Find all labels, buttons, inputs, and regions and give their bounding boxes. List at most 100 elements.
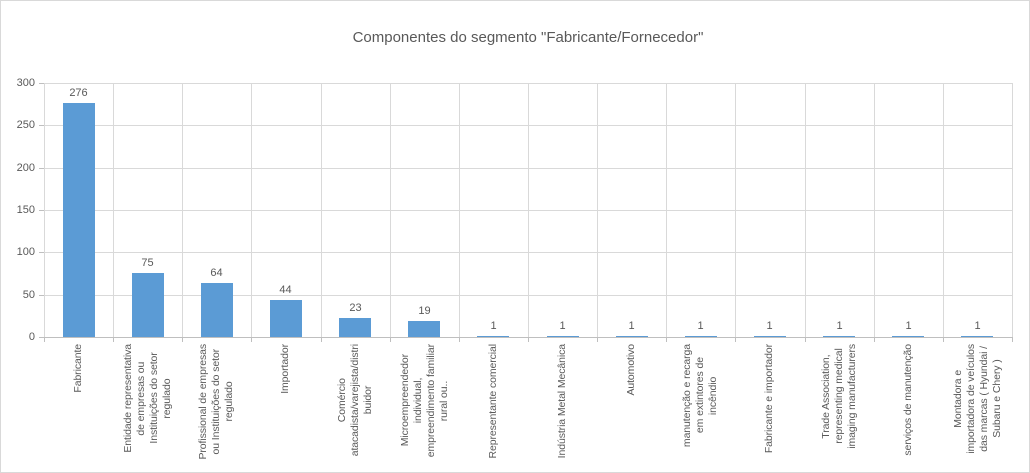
category-label: Representante comercial <box>487 344 499 459</box>
bar <box>892 336 924 337</box>
category-label-cell: Comércio atacadista/varejista/distri bui… <box>321 344 390 456</box>
y-axis-tick-label: 100 <box>16 246 35 258</box>
gridline-vertical <box>390 83 391 337</box>
bar <box>201 283 233 337</box>
category-label-cell: serviços de manutenção <box>874 344 943 456</box>
category-label-cell: Fabricante e importador <box>735 344 804 453</box>
bar-value-label: 23 <box>349 302 362 314</box>
y-axis-tick-mark <box>39 83 44 84</box>
x-axis-tick-mark <box>182 337 183 342</box>
category-label: Importador <box>279 344 291 394</box>
gridline-vertical <box>528 83 529 337</box>
category-label: Montadora e importadora de veículos das … <box>951 344 1003 454</box>
bar-value-label: 1 <box>559 320 566 332</box>
x-axis-tick-mark <box>943 337 944 342</box>
gridline-vertical <box>321 83 322 337</box>
bar <box>339 318 371 337</box>
x-axis-line <box>44 337 1012 338</box>
chart-title: Componentes do segmento "Fabricante/Forn… <box>352 29 704 46</box>
x-axis-tick-mark <box>666 337 667 342</box>
bar-value-label: 1 <box>490 320 497 332</box>
category-label: Entidade representativa de empresas ou I… <box>121 344 173 453</box>
bar <box>754 336 786 337</box>
bar-value-label: 1 <box>905 320 912 332</box>
category-label-cell: Montadora e importadora de veículos das … <box>943 344 1012 454</box>
y-axis-tick-mark <box>39 168 44 169</box>
bar <box>270 300 302 337</box>
category-label-cell: manutenção e recarga em extintores de in… <box>666 344 735 447</box>
y-axis-tick-label: 300 <box>16 77 35 89</box>
category-label-cell: Indústria Metal Mecânica <box>528 344 597 458</box>
category-label: Microempreendedor individual, empreendim… <box>398 344 450 458</box>
x-axis-tick-mark <box>321 337 322 342</box>
y-axis-tick-label: 0 <box>28 331 35 343</box>
bar-value-label: 1 <box>697 320 704 332</box>
bar-value-label: 276 <box>69 87 88 99</box>
x-axis-tick-mark <box>390 337 391 342</box>
x-axis-tick-mark <box>874 337 875 342</box>
category-label: Profissional de empresas ou Instituições… <box>197 344 235 460</box>
bar-value-label: 1 <box>836 320 843 332</box>
category-label: Fabricante e importador <box>763 344 775 454</box>
gridline-vertical <box>459 83 460 337</box>
y-axis-tick-mark <box>39 252 44 253</box>
gridline-vertical <box>44 83 45 337</box>
category-label-cell: Importador <box>251 344 320 394</box>
bar <box>547 336 579 337</box>
gridline-vertical <box>182 83 183 337</box>
gridline-vertical <box>805 83 806 337</box>
x-axis-tick-mark <box>44 337 45 342</box>
x-axis-tick-mark <box>735 337 736 342</box>
gridline-vertical <box>666 83 667 337</box>
category-label-cell: Automotivo <box>597 344 666 396</box>
bar-value-label: 1 <box>628 320 635 332</box>
x-axis-tick-mark <box>251 337 252 342</box>
y-axis-tick-mark <box>39 125 44 126</box>
category-label-cell: Fabricante <box>44 344 113 393</box>
category-label: manutenção e recarga em extintores de in… <box>681 344 719 448</box>
bar-value-label: 64 <box>210 267 223 279</box>
x-axis-tick-mark <box>459 337 460 342</box>
y-axis-tick-label: 250 <box>16 119 35 131</box>
gridline-vertical <box>943 83 944 337</box>
bar <box>685 336 717 337</box>
bar-value-label: 75 <box>141 257 154 269</box>
x-axis-tick-mark <box>1012 337 1013 342</box>
gridline-vertical <box>251 83 252 337</box>
bar <box>616 336 648 337</box>
bar-value-label: 1 <box>974 320 981 332</box>
bar <box>477 336 509 337</box>
category-label: serviços de manutenção <box>902 344 914 456</box>
category-label-cell: Trade Association, representing medical … <box>805 344 874 449</box>
category-label: Automotivo <box>625 344 637 396</box>
gridline-vertical <box>597 83 598 337</box>
gridline-vertical <box>113 83 114 337</box>
gridline-vertical <box>874 83 875 337</box>
gridline-vertical <box>735 83 736 337</box>
category-label: Indústria Metal Mecânica <box>556 344 568 459</box>
bar <box>823 336 855 337</box>
y-axis-tick-label: 50 <box>22 289 35 301</box>
gridline-vertical <box>1012 83 1013 337</box>
category-label: Comércio atacadista/varejista/distri bui… <box>336 344 374 457</box>
bar-value-label: 19 <box>418 305 431 317</box>
y-axis-tick-mark <box>39 295 44 296</box>
bar-value-label: 44 <box>279 284 292 296</box>
bar <box>132 273 164 337</box>
category-label-cell: Entidade representativa de empresas ou I… <box>113 344 182 453</box>
bar-value-label: 1 <box>766 320 773 332</box>
bar <box>408 321 440 337</box>
y-axis-tick-label: 200 <box>16 162 35 174</box>
x-axis-tick-mark <box>528 337 529 342</box>
category-label-cell: Profissional de empresas ou Instituições… <box>182 344 251 460</box>
x-axis-tick-mark <box>113 337 114 342</box>
category-label: Trade Association, representing medical … <box>820 344 858 449</box>
x-axis-tick-mark <box>805 337 806 342</box>
bar <box>961 336 993 337</box>
y-axis-tick-label: 150 <box>16 204 35 216</box>
category-label-cell: Representante comercial <box>459 344 528 458</box>
y-axis-tick-mark <box>39 210 44 211</box>
bar <box>63 103 95 337</box>
category-label-cell: Microempreendedor individual, empreendim… <box>390 344 459 457</box>
